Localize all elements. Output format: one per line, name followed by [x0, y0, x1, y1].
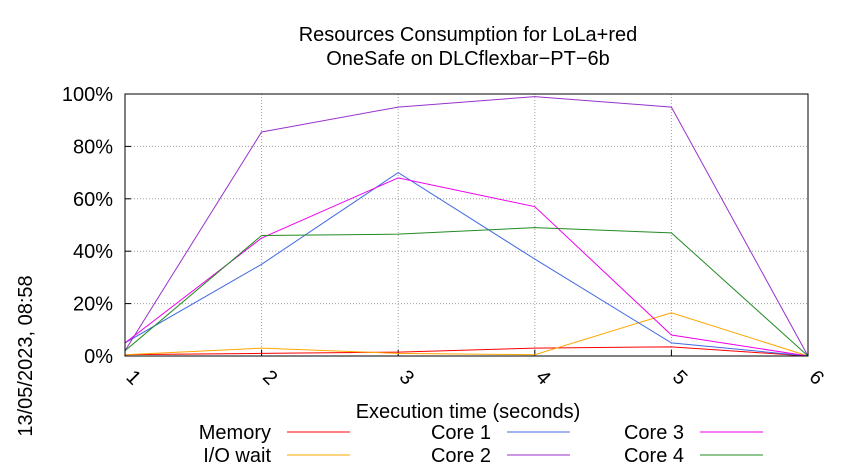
series-line-i-o-wait — [124, 312, 809, 357]
y-ticks: 0% 20% 40% 60% 80% 100% — [62, 84, 113, 368]
series-line-core-1 — [124, 172, 809, 357]
legend-label-memory: Memory — [199, 422, 271, 444]
series-line-core-4 — [124, 227, 809, 357]
timestamp-label: 13/05/2023, 08:58 — [15, 275, 37, 436]
series-lines — [124, 96, 809, 357]
legend-label-core-4: Core 4 — [624, 445, 684, 467]
grid — [124, 93, 809, 357]
legend-label-core-2: Core 2 — [431, 445, 491, 467]
x-tick-label: 4 — [531, 366, 554, 389]
series-line-memory — [124, 346, 809, 357]
y-tick-label: 100% — [62, 84, 113, 106]
x-tick-label: 5 — [668, 366, 691, 389]
legend-label-core-1: Core 1 — [431, 422, 491, 444]
y-tick-label: 20% — [73, 294, 113, 316]
x-tick-label: 3 — [395, 366, 418, 389]
legend-label-core-3: Core 3 — [624, 422, 684, 444]
y-tick-label: 60% — [73, 189, 113, 211]
y-tick-label: 80% — [73, 136, 113, 158]
series-line-core-3 — [124, 177, 809, 357]
x-axis-label: Execution time (seconds) — [356, 401, 581, 423]
x-ticks: 1 2 3 4 5 6 — [122, 366, 828, 389]
x-tick-label: 2 — [258, 366, 281, 389]
plot-frame — [124, 93, 809, 357]
x-tick-label: 6 — [805, 366, 828, 389]
chart-title-line-1: Resources Consumption for LoLa+red — [299, 24, 638, 46]
series-line-core-2 — [124, 96, 809, 357]
x-tick-label: 1 — [122, 366, 145, 389]
chart-title-line-2: OneSafe on DLCflexbar−PT−6b — [326, 48, 610, 70]
legend-label-i-o-wait: I/O wait — [203, 445, 271, 467]
y-tick-label: 40% — [73, 241, 113, 263]
y-tick-label: 0% — [84, 346, 113, 368]
